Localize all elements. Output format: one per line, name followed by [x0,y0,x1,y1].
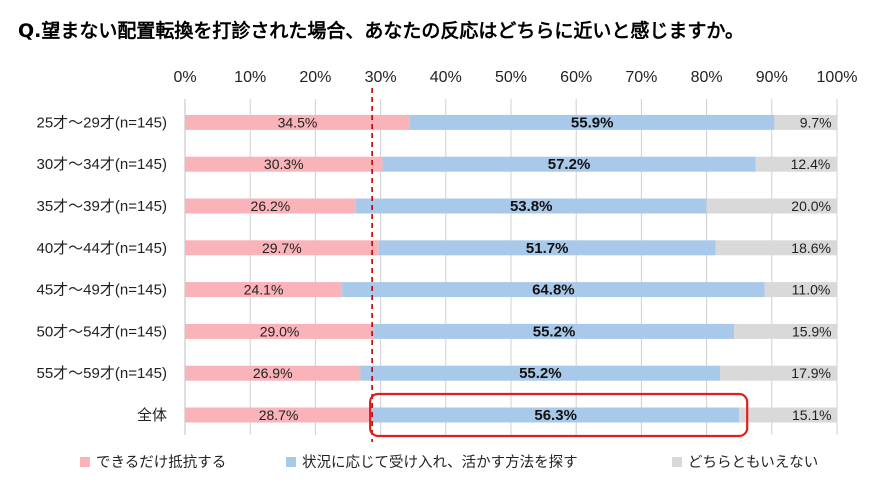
data-label: 12.4% [791,156,831,172]
x-axis-ticks: 0% 10% 20% 30% 40% 50% 60% 70% 80% 90% 100% [173,69,857,86]
bar-segment [715,240,837,256]
bar-segment [185,240,379,256]
bar-segment [355,198,707,214]
x-tick-label: 60% [560,69,592,86]
legend-label: 状況に応じて受け入れ、活かす方法を探す [302,454,578,471]
bar-segment [185,198,356,214]
data-label: 56.3% [534,407,577,424]
data-label: 57.2% [548,156,591,173]
x-tick-label: 0% [173,69,196,86]
data-label: 51.7% [526,240,569,257]
x-tick-label: 30% [365,69,397,86]
data-label: 9.7% [800,114,832,130]
category-label: 35才〜39才(n=145) [37,198,168,215]
data-label: 17.9% [791,365,831,381]
bar-segment [372,407,740,423]
data-label: 53.8% [510,198,553,215]
bar-segment [382,156,756,172]
category-label: 55才〜59才(n=145) [37,365,168,382]
data-label: 24.1% [244,282,284,298]
data-label: 55.2% [519,365,562,382]
data-label: 55.2% [533,323,576,340]
category-label: 全体 [137,406,167,424]
x-tick-label: 20% [299,69,331,86]
data-label: 18.6% [791,240,831,256]
legend-swatch [80,457,90,467]
data-label: 55.9% [571,114,614,131]
legend-swatch [672,457,682,467]
x-tick-label: 80% [691,69,723,86]
bar-segment [374,323,734,339]
bar-segment [720,365,837,381]
data-label: 34.5% [278,114,318,130]
data-label: 15.1% [792,407,832,423]
chart-title: Q.望まない配置転換を打診された場合、あなたの反応はどちらに近いと感じますか。 [18,19,744,42]
legend-label: できるだけ抵抗する [96,454,226,471]
data-label: 29.7% [262,240,302,256]
legend: できるだけ抵抗する 状況に応じて受け入れ、活かす方法を探す どちらともいえない [80,454,818,471]
bars [185,114,838,423]
highlight-box [369,392,749,438]
bar-segment [733,323,838,339]
bar-segment [360,365,721,381]
bar-segment [342,282,765,298]
data-labels: 34.5% 55.9% 9.7% 30.3% 57.2% 12.4% 26.2% 53.8% 2… [244,114,832,424]
x-tick-label: 40% [430,69,462,86]
bar-segment [185,282,343,298]
x-tick-label: 50% [495,69,527,86]
bar-segment [774,114,838,130]
bar-segment [378,240,716,256]
gridlines [184,99,838,435]
x-tick-label: 90% [756,69,788,86]
data-label: 26.9% [253,365,293,381]
bar-segment [409,114,775,130]
category-label: 50才〜54才(n=145) [37,323,168,340]
x-tick-label: 10% [234,69,266,86]
bar-segment [185,156,383,172]
bar-segment [185,114,410,130]
data-label: 28.7% [259,407,299,423]
data-label: 29.0% [260,323,300,339]
category-label: 40才〜44才(n=145) [37,240,168,257]
data-label: 15.9% [792,323,832,339]
category-label: 30才〜34才(n=145) [37,156,168,173]
bar-segment [185,407,373,423]
overlay [369,88,749,442]
data-label: 30.3% [264,156,304,172]
data-label: 26.2% [251,198,291,214]
bar-segment [185,365,361,381]
data-label: 20.0% [791,198,831,214]
x-tick-label: 100% [817,69,858,86]
legend-swatch [286,457,296,467]
bar-segment [706,198,837,214]
bar-segment [739,407,838,423]
category-label: 45才〜49才(n=145) [37,282,168,299]
data-label: 64.8% [532,282,575,299]
category-labels: 25才〜29才(n=145) 30才〜34才(n=145) 35才〜39才(n=14… [37,114,168,424]
data-label: 11.0% [792,282,831,298]
legend-label: どちらともいえない [688,454,818,471]
x-tick-label: 70% [625,69,657,86]
bar-segment [185,323,375,339]
category-label: 25才〜29才(n=145) [37,114,168,131]
bar-segment [764,282,837,298]
bar-segment [755,156,837,172]
